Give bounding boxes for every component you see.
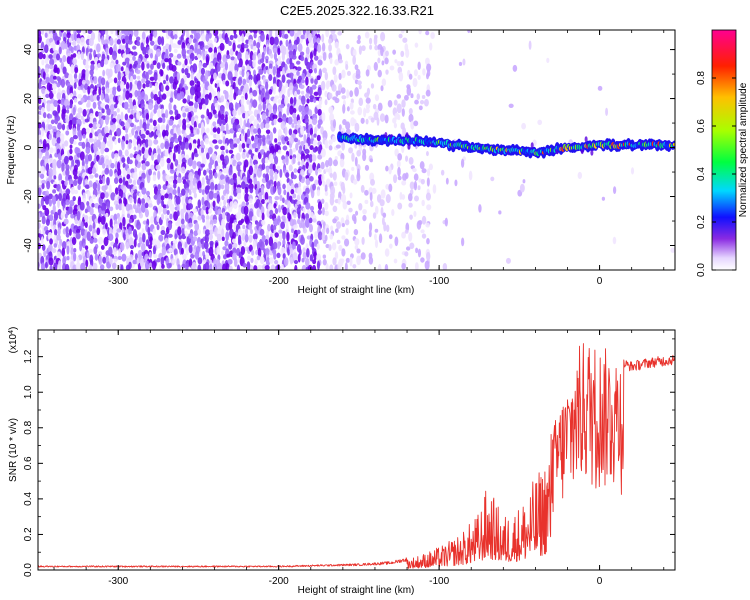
snr-axes: -300 -200 -100 0 0.0 0.2 0.4 0.6 0.8 1.0 1.2 [23,330,675,587]
snr-ylabel: SNR (10 * v/v) [8,418,19,482]
colorbar-tick-label: 0.2 [696,215,707,229]
x-tick-label: 0 [597,276,603,287]
spectrogram-frame [37,29,676,271]
x-tick-label: -200 [269,576,289,587]
spectrogram-heatmap [38,30,675,270]
snr-scale-exponent: 4 [8,330,15,334]
y-tick-label: 1.0 [23,385,34,399]
snr-xlabel: Height of straight line (km) [298,585,415,596]
snr-scale-prefix: (x10 [8,333,19,353]
colorbar-tick-label: 0.6 [696,119,707,133]
x-tick-label: -300 [108,576,128,587]
svg-text:(x104): (x104) [8,327,20,354]
x-tick-label: -200 [269,276,289,287]
colorbar-tick-label: 0.0 [696,263,707,277]
colorbar: 0.0 0.2 0.4 0.6 0.8 Normalized spectral ampl… [696,29,749,277]
figure-title: C2E5.2025.322.16.33.R21 [280,3,434,18]
snr-scale-note: (x104) [8,327,20,354]
snr-scale-suffix: ) [8,327,19,330]
x-tick-label: -100 [429,276,449,287]
y-tick-label: 40 [23,44,34,56]
y-tick-label: 0.6 [23,456,34,470]
y-tick-label: 1.2 [23,349,34,363]
colorbar-tick-label: 0.4 [696,167,707,181]
x-tick-label: 0 [597,576,603,587]
x-tick-label: -100 [429,576,449,587]
spectrogram-ylabel: Frequency (Hz) [6,116,17,185]
y-tick-label: -20 [23,189,34,204]
y-tick-label: 0.0 [23,563,34,577]
y-tick-label: 0.8 [23,420,34,434]
colorbar-ticks: 0.0 0.2 0.4 0.6 0.8 [696,71,736,277]
y-tick-label: -40 [23,238,34,253]
spectrogram-xlabel: Height of straight line (km) [298,285,415,296]
y-tick-label: 0.4 [23,492,34,506]
colorbar-gradient [711,29,737,271]
y-tick-label: 20 [23,93,34,105]
snr-frame [37,329,676,571]
y-tick-label: 0.2 [23,527,34,541]
snr-series-line [38,343,675,569]
y-tick-label: 0 [23,144,34,150]
x-tick-label: -300 [108,276,128,287]
snr-panel: -300 -200 -100 0 0.0 0.2 0.4 0.6 0.8 1.0 1.2 Heigh… [8,327,676,596]
colorbar-tick-label: 0.8 [696,71,707,85]
colorbar-label: Normalized spectral amplitude [738,82,749,217]
